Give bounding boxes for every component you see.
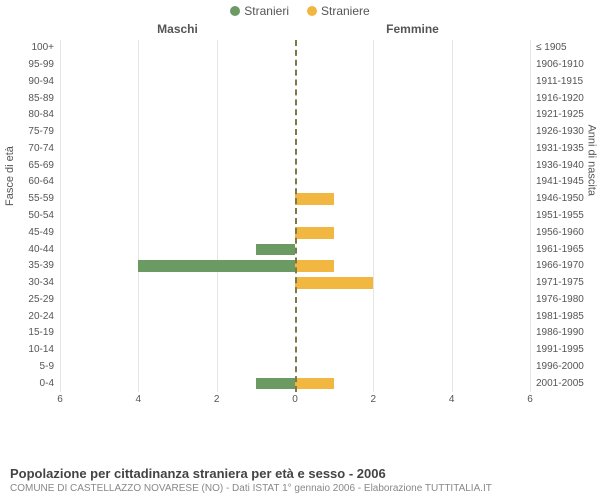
age-label: 15-19 xyxy=(28,328,60,338)
birth-label: 2001-2005 xyxy=(530,379,584,389)
legend-item-male: Stranieri xyxy=(230,4,289,18)
x-tick: 2 xyxy=(371,394,377,405)
y-axis-title-left: Fasce di età xyxy=(4,146,16,206)
legend-label-female: Straniere xyxy=(321,4,370,18)
age-label: 0-4 xyxy=(40,379,60,389)
header-male: Maschi xyxy=(157,22,198,36)
footer: Popolazione per cittadinanza straniera p… xyxy=(10,466,590,494)
age-label: 95-99 xyxy=(28,60,60,70)
birth-label: 1991-1995 xyxy=(530,345,584,355)
age-label: 90-94 xyxy=(28,77,60,87)
chart-area: Maschi Femmine Fasce di età Anni di nasc… xyxy=(60,20,530,420)
x-tick: 0 xyxy=(292,394,298,405)
birth-label: 1916-1920 xyxy=(530,94,584,104)
age-label: 20-24 xyxy=(28,312,60,322)
legend: Stranieri Straniere xyxy=(0,0,600,18)
bar-female xyxy=(295,260,334,272)
birth-label: 1946-1950 xyxy=(530,194,584,204)
x-axis: 6 4 2 0 2 4 6 xyxy=(60,394,530,408)
footer-sub: COMUNE DI CASTELLAZZO NOVARESE (NO) - Da… xyxy=(10,483,590,494)
birth-label: 1941-1945 xyxy=(530,177,584,187)
birth-label: 1951-1955 xyxy=(530,211,584,221)
legend-dot-male xyxy=(230,6,240,16)
x-tick: 4 xyxy=(449,394,455,405)
birth-label: 1996-2000 xyxy=(530,362,584,372)
age-label: 65-69 xyxy=(28,161,60,171)
birth-label: 1971-1975 xyxy=(530,278,584,288)
birth-label: 1906-1910 xyxy=(530,60,584,70)
birth-label: 1976-1980 xyxy=(530,295,584,305)
age-label: 80-84 xyxy=(28,110,60,120)
age-label: 10-14 xyxy=(28,345,60,355)
age-label: 55-59 xyxy=(28,194,60,204)
plot: 100+≤ 190595-991906-191090-941911-191585… xyxy=(60,40,530,392)
birth-label: 1926-1930 xyxy=(530,127,584,137)
y-axis-title-right: Anni di nascita xyxy=(586,124,598,196)
birth-label: 1966-1970 xyxy=(530,261,584,271)
birth-label: 1961-1965 xyxy=(530,245,584,255)
x-tick: 6 xyxy=(527,394,533,405)
center-line xyxy=(295,40,297,392)
bar-female xyxy=(295,277,373,289)
x-tick: 2 xyxy=(214,394,220,405)
age-label: 35-39 xyxy=(28,261,60,271)
bar-male xyxy=(256,378,295,390)
age-label: 50-54 xyxy=(28,211,60,221)
legend-dot-female xyxy=(307,6,317,16)
x-tick: 6 xyxy=(57,394,63,405)
birth-label: 1931-1935 xyxy=(530,144,584,154)
bar-female xyxy=(295,227,334,239)
age-label: 45-49 xyxy=(28,228,60,238)
birth-label: 1981-1985 xyxy=(530,312,584,322)
bar-male xyxy=(138,260,295,272)
age-label: 30-34 xyxy=(28,278,60,288)
age-label: 100+ xyxy=(31,43,60,53)
age-label: 70-74 xyxy=(28,144,60,154)
x-tick: 4 xyxy=(136,394,142,405)
age-label: 5-9 xyxy=(40,362,60,372)
age-label: 60-64 xyxy=(28,177,60,187)
age-label: 75-79 xyxy=(28,127,60,137)
birth-label: 1911-1915 xyxy=(530,77,583,87)
age-label: 40-44 xyxy=(28,245,60,255)
birth-label: ≤ 1905 xyxy=(530,43,567,53)
footer-title: Popolazione per cittadinanza straniera p… xyxy=(10,466,590,481)
bar-male xyxy=(256,244,295,256)
age-label: 25-29 xyxy=(28,295,60,305)
birth-label: 1921-1925 xyxy=(530,110,584,120)
age-label: 85-89 xyxy=(28,94,60,104)
header-female: Femmine xyxy=(386,22,439,36)
birth-label: 1956-1960 xyxy=(530,228,584,238)
bar-female xyxy=(295,378,334,390)
bar-female xyxy=(295,193,334,205)
legend-item-female: Straniere xyxy=(307,4,370,18)
birth-label: 1986-1990 xyxy=(530,328,584,338)
legend-label-male: Stranieri xyxy=(244,4,289,18)
birth-label: 1936-1940 xyxy=(530,161,584,171)
